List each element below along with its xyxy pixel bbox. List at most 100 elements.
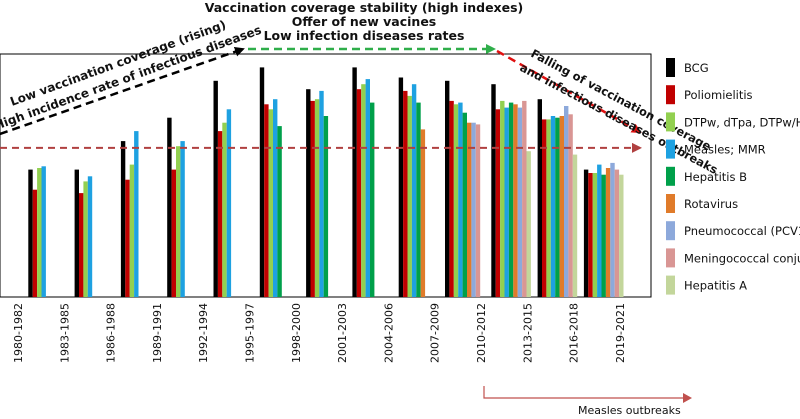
bar-2016-2018-bcg bbox=[537, 99, 542, 297]
bar-2016-2018-measles-mmr bbox=[550, 116, 556, 297]
bar-2016-2018-hepatitis-b bbox=[555, 117, 560, 297]
x-tick-label: 1986-1988 bbox=[105, 303, 118, 363]
bar-1983-1985-poliomielitis bbox=[32, 189, 38, 297]
x-tick-label: 2013-2015 bbox=[521, 303, 534, 363]
x-tick-label: 1989-1991 bbox=[151, 303, 164, 363]
bar-2007-2009-rotavirus bbox=[420, 129, 426, 297]
bar-2019-2021-dtpw-dtpa-dtpw-hb bbox=[592, 173, 598, 297]
legend-label: Pneumococcal (PCV10 bbox=[684, 224, 800, 238]
bar-2013-2015-measles-mmr bbox=[504, 107, 509, 297]
bar-2010-2012-rotavirus bbox=[467, 122, 472, 297]
bar-2019-2021-rotavirus bbox=[605, 168, 611, 297]
bar-2019-2021-measles-mmr bbox=[597, 164, 602, 297]
bar-2004-2006-bcg bbox=[352, 67, 357, 298]
legend-swatch bbox=[666, 194, 675, 213]
bar-2001-2003-poliomielitis bbox=[310, 100, 315, 298]
legend-swatch bbox=[666, 85, 675, 105]
bar-2004-2006-hepatitis-b bbox=[370, 102, 375, 297]
left-trend-arrow bbox=[0, 46, 245, 136]
legend: BCG Poliomielitis DTPw, dTpa, DTPw/HB Measl… bbox=[666, 58, 800, 295]
left-annotation-line1: Low vaccination coverage (rising) bbox=[8, 18, 228, 109]
bar-2019-2021-hepatitis-a bbox=[619, 174, 624, 297]
bar-1989-1991-bcg bbox=[120, 141, 126, 297]
bar-1992-1994-measles-mmr bbox=[180, 141, 185, 297]
middle-annotation-line2: Offer of new vacines bbox=[292, 14, 437, 29]
bar-2013-2015-dtpw-dtpa-dtpw-hb bbox=[500, 100, 505, 298]
bar-2019-2021-meningococcal-conjugate-c bbox=[614, 169, 620, 297]
bar-2001-2003-dtpw-dtpa-dtpw-hb bbox=[314, 99, 320, 297]
x-tick-label: 1995-1997 bbox=[244, 303, 257, 363]
legend-label: Poliomielitis bbox=[684, 88, 753, 102]
legend-label: Meningococcal conjug bbox=[684, 251, 800, 265]
bar-2004-2006-dtpw-dtpa-dtpw-hb bbox=[361, 84, 366, 297]
bar-2016-2018-rotavirus bbox=[559, 116, 564, 297]
bar-1983-1985-bcg bbox=[28, 169, 33, 297]
bar-2013-2015-pneumococcal-pcv10- bbox=[517, 107, 523, 297]
bar-2013-2015-meningococcal-conjugate-c bbox=[522, 100, 527, 298]
bar-1998-2000-bcg bbox=[259, 67, 265, 298]
bar-2007-2009-hepatitis-b bbox=[416, 102, 421, 297]
bar-2004-2006-measles-mmr bbox=[365, 79, 370, 297]
bar-1995-1997-dtpw-dtpa-dtpw-hb bbox=[222, 122, 227, 297]
bar-2013-2015-hepatitis-b bbox=[508, 102, 514, 297]
bar-1992-1994-poliomielitis bbox=[171, 169, 176, 297]
legend-label: BCG bbox=[684, 61, 709, 75]
bar-1986-1988-dtpw-dtpa-dtpw-hb bbox=[83, 181, 88, 297]
legend-label: Hepatitis A bbox=[684, 279, 747, 293]
bar-2016-2018-meningococcal-conjugate-c bbox=[568, 114, 573, 297]
legend-label: Measles; MMR bbox=[684, 143, 766, 157]
legend-swatch bbox=[666, 58, 675, 77]
bar-2016-2018-hepatitis-a bbox=[572, 154, 578, 297]
bar-1986-1988-poliomielitis bbox=[79, 193, 84, 297]
bar-1983-1985-dtpw-dtpa-dtpw-hb bbox=[37, 168, 42, 297]
bar-2010-2012-hepatitis-b bbox=[462, 112, 467, 297]
legend-swatch bbox=[666, 248, 675, 268]
legend-swatch bbox=[666, 166, 675, 186]
bar-2019-2021-bcg bbox=[583, 169, 589, 297]
bar-2016-2018-poliomielitis bbox=[542, 119, 547, 298]
bar-2016-2018-dtpw-dtpa-dtpw-hb bbox=[546, 119, 551, 298]
bar-2013-2015-rotavirus bbox=[513, 104, 518, 297]
bar-2013-2015-hepatitis-a bbox=[526, 151, 531, 297]
x-tick-label: 2019-2021 bbox=[614, 303, 627, 363]
bar-1983-1985-measles-mmr bbox=[41, 166, 46, 297]
measles-outbreaks-label: Measles outbreaks bbox=[578, 404, 681, 417]
right-trend-arrow bbox=[496, 49, 642, 134]
bar-2016-2018-pneumococcal-pcv10- bbox=[564, 106, 569, 297]
bar-1986-1988-bcg bbox=[74, 169, 79, 297]
legend-swatch bbox=[666, 275, 675, 295]
bar-2001-2003-hepatitis-b bbox=[323, 116, 329, 297]
bar-2019-2021-hepatitis-b bbox=[601, 174, 606, 297]
legend-swatch bbox=[666, 139, 675, 159]
bar-1989-1991-dtpw-dtpa-dtpw-hb bbox=[129, 164, 135, 297]
bar-2013-2015-bcg bbox=[491, 84, 496, 297]
bar-1998-2000-measles-mmr bbox=[273, 99, 278, 297]
bar-1995-1997-bcg bbox=[213, 80, 218, 297]
bar-2007-2009-poliomielitis bbox=[403, 90, 408, 298]
bar-2010-2012-dtpw-dtpa-dtpw-hb bbox=[453, 104, 459, 297]
bar-1992-1994-bcg bbox=[167, 117, 172, 297]
middle-annotation-line3: Low infection diseases rates bbox=[264, 28, 465, 43]
bar-1995-1997-measles-mmr bbox=[226, 109, 232, 297]
bar-2007-2009-measles-mmr bbox=[411, 84, 417, 297]
left-annotation-line2: High incidence rate of infectious diseas… bbox=[0, 23, 263, 133]
bar-2007-2009-bcg bbox=[398, 77, 404, 297]
x-tick-label: 2007-2009 bbox=[429, 303, 442, 363]
bar-2019-2021-pneumococcal-pcv10- bbox=[610, 162, 615, 297]
measles-outbreaks-arrowhead bbox=[683, 393, 692, 403]
bar-2010-2012-meningococcal-conjugate-c bbox=[475, 124, 481, 298]
middle-annotation-line1: Vaccination coverage stability (high ind… bbox=[205, 0, 524, 15]
bar-2010-2012-measles-mmr bbox=[458, 102, 463, 297]
legend-label: DTPw, dTpa, DTPw/HB bbox=[684, 115, 800, 129]
bar-1998-2000-hepatitis-b bbox=[277, 126, 282, 297]
legend-swatch bbox=[666, 112, 675, 132]
x-tick-label: 1980-1982 bbox=[12, 303, 25, 363]
x-tick-label: 1998-2000 bbox=[290, 303, 303, 363]
bar-2004-2006-poliomielitis bbox=[356, 89, 362, 297]
bar-2001-2003-measles-mmr bbox=[319, 90, 324, 298]
bar-1989-1991-poliomielitis bbox=[125, 179, 130, 297]
x-tick-label: 1983-1985 bbox=[58, 303, 71, 363]
x-tick-label: 1992-1994 bbox=[197, 303, 210, 363]
bar-1998-2000-dtpw-dtpa-dtpw-hb bbox=[268, 109, 273, 297]
